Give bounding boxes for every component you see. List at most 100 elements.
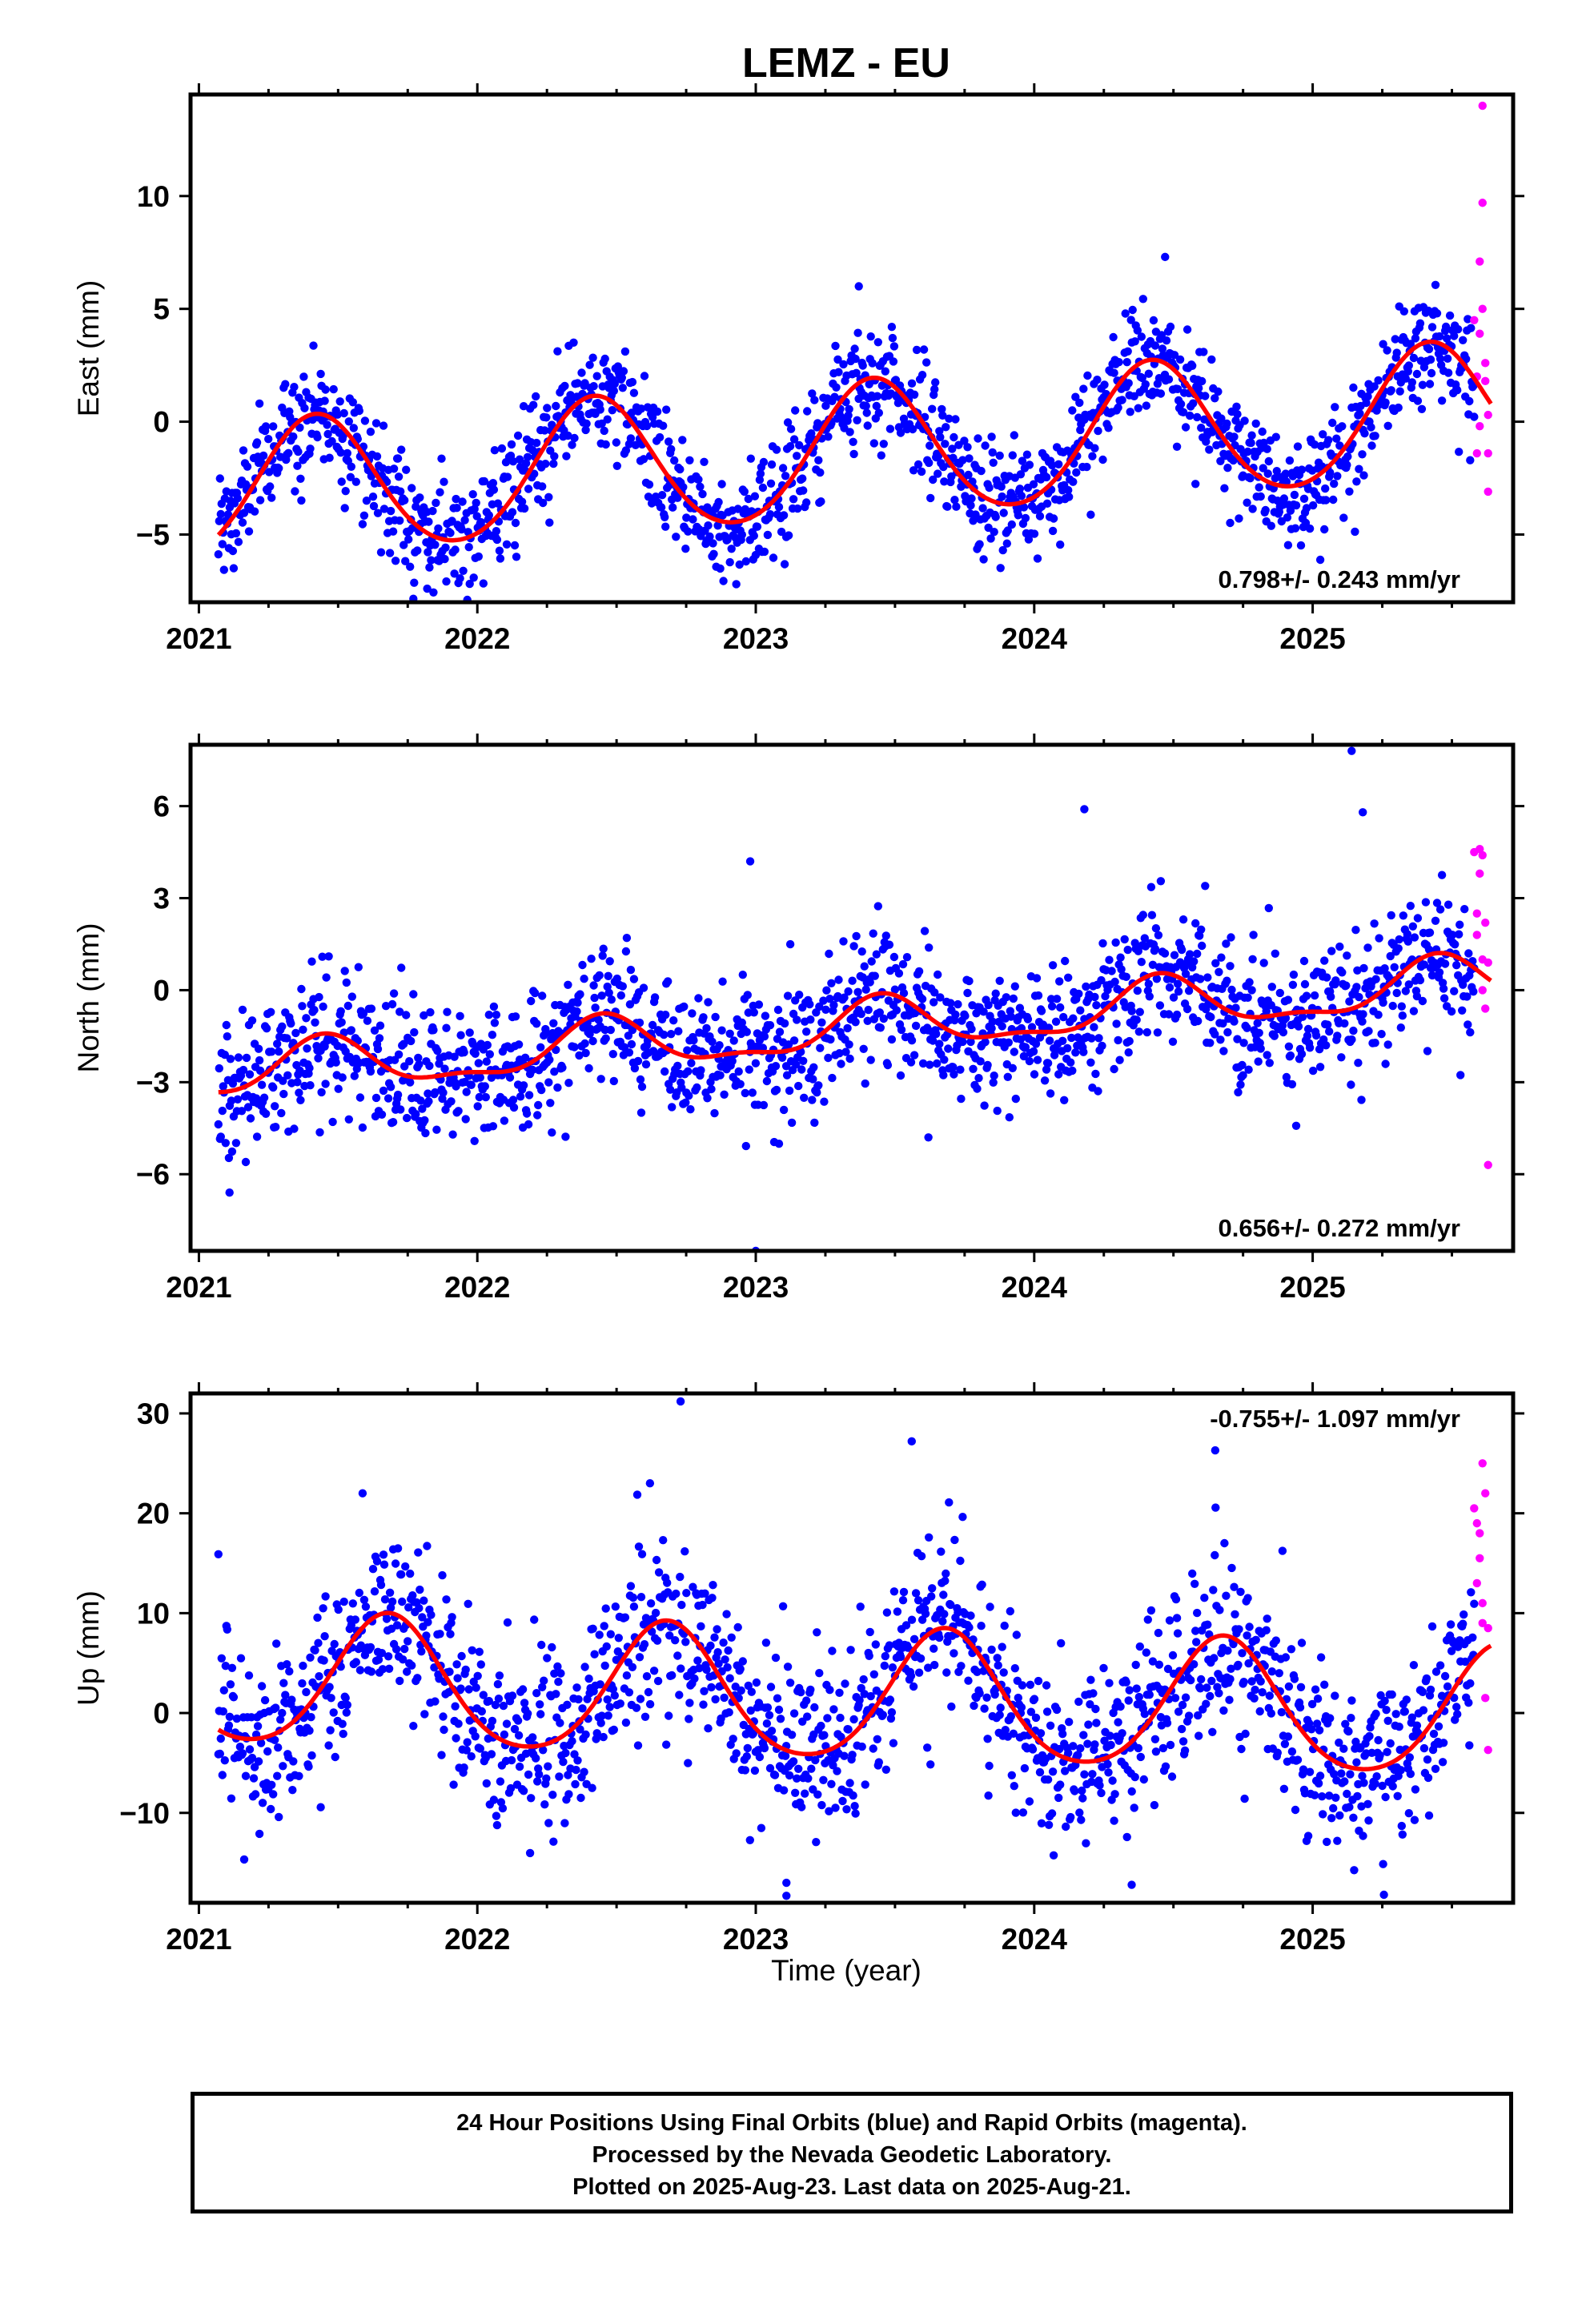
east-final-point xyxy=(264,435,273,444)
up-final-point xyxy=(393,1544,403,1553)
east-final-point xyxy=(400,541,408,549)
east-final-point xyxy=(938,404,946,414)
north-final-point xyxy=(625,1000,635,1009)
up-final-point xyxy=(424,1618,432,1626)
up-final-point xyxy=(1229,1639,1238,1649)
up-final-point xyxy=(999,1668,1008,1677)
up-final-point xyxy=(599,1732,608,1742)
up-final-point xyxy=(911,1589,921,1598)
east-final-point xyxy=(1310,440,1319,449)
north-final-point xyxy=(1059,1012,1068,1022)
up-final-point xyxy=(1435,1661,1445,1670)
north-final-point xyxy=(1034,991,1043,1000)
up-final-point xyxy=(752,1678,761,1687)
east-final-point xyxy=(793,452,801,460)
east-final-point xyxy=(1279,494,1289,503)
north-final-point xyxy=(765,1021,775,1030)
east-final-point xyxy=(1246,474,1255,483)
east-final-point xyxy=(778,464,788,472)
up-final-point xyxy=(1391,1710,1400,1719)
north-final-point xyxy=(1150,944,1160,954)
east-final-point xyxy=(1021,513,1030,523)
north-plot-frame xyxy=(188,742,1516,1253)
east-final-point xyxy=(1343,460,1351,469)
north-final-point xyxy=(1347,1080,1355,1089)
east-final-point xyxy=(1387,386,1395,395)
north-final-point xyxy=(1439,994,1449,1003)
up-final-point xyxy=(765,1711,774,1719)
north-final-point xyxy=(322,973,331,982)
up-final-point xyxy=(376,1580,386,1590)
east-final-point xyxy=(947,472,956,481)
up-x-tick-label: 2024 xyxy=(1002,1923,1068,1956)
east-final-point xyxy=(1235,514,1243,523)
north-final-point xyxy=(564,1079,573,1088)
up-final-point xyxy=(803,1712,812,1721)
up-final-point xyxy=(1162,1719,1172,1727)
north-final-point xyxy=(630,1063,640,1073)
up-final-point xyxy=(295,1771,303,1780)
up-final-point xyxy=(314,1638,323,1647)
east-final-point xyxy=(1248,505,1257,513)
up-final-point xyxy=(773,1694,782,1703)
east-final-point xyxy=(440,554,449,564)
north-final-point xyxy=(1351,926,1360,935)
up-final-point xyxy=(702,1665,711,1675)
up-final-point xyxy=(1130,1772,1139,1782)
east-final-point xyxy=(490,446,500,455)
east-final-point xyxy=(400,496,409,505)
east-final-point xyxy=(1048,526,1058,536)
north-final-point xyxy=(708,1037,717,1047)
up-final-point xyxy=(763,1703,773,1712)
up-final-point xyxy=(601,1604,610,1613)
east-final-point xyxy=(1258,427,1267,436)
up-final-point xyxy=(351,1615,359,1624)
north-final-point xyxy=(1289,970,1299,979)
north-final-point xyxy=(594,1015,603,1024)
north-final-point xyxy=(406,1078,415,1087)
east-final-point xyxy=(929,475,938,485)
up-final-point xyxy=(1074,1751,1082,1759)
north-final-point xyxy=(1452,961,1461,970)
north-final-point xyxy=(505,1073,515,1082)
east-final-point xyxy=(767,460,777,469)
east-final-point xyxy=(698,489,707,499)
north-final-point xyxy=(298,1002,307,1011)
east-final-point xyxy=(456,574,464,583)
up-final-point xyxy=(1046,1721,1055,1730)
up-final-point xyxy=(1036,1729,1046,1738)
north-final-point xyxy=(1092,1001,1101,1010)
north-final-point xyxy=(1439,984,1448,993)
east-final-point xyxy=(1355,464,1363,473)
north-final-point xyxy=(627,1039,636,1049)
north-final-point xyxy=(1071,1048,1080,1057)
north-final-point xyxy=(1040,1076,1050,1085)
north-final-point xyxy=(779,1105,789,1115)
east-final-point xyxy=(1137,332,1146,341)
up-final-point xyxy=(737,1686,745,1695)
up-final-point xyxy=(1020,1763,1030,1773)
north-final-point xyxy=(548,1128,556,1137)
north-final-point xyxy=(1359,1010,1367,1019)
up-final-point xyxy=(946,1600,955,1610)
up-final-point xyxy=(1275,1669,1284,1678)
up-final-point xyxy=(377,1649,387,1658)
north-final-point xyxy=(1286,1051,1295,1060)
east-final-point xyxy=(1285,456,1295,465)
up-final-point xyxy=(1426,1685,1435,1695)
north-final-point xyxy=(1243,993,1252,1003)
east-final-point xyxy=(648,412,657,422)
east-final-point xyxy=(401,557,410,565)
up-final-point xyxy=(851,1809,860,1818)
east-final-point xyxy=(1355,409,1364,418)
north-y-axis-label: North (mm) xyxy=(72,923,105,1072)
east-final-point xyxy=(320,396,329,405)
north-final-point xyxy=(715,1041,724,1050)
up-final-point xyxy=(464,1599,472,1609)
north-final-point xyxy=(397,963,406,972)
up-final-point xyxy=(1170,1694,1180,1703)
up-final-point xyxy=(1335,1811,1344,1820)
up-final-point xyxy=(1056,1780,1065,1789)
up-final-point xyxy=(1307,1725,1316,1734)
